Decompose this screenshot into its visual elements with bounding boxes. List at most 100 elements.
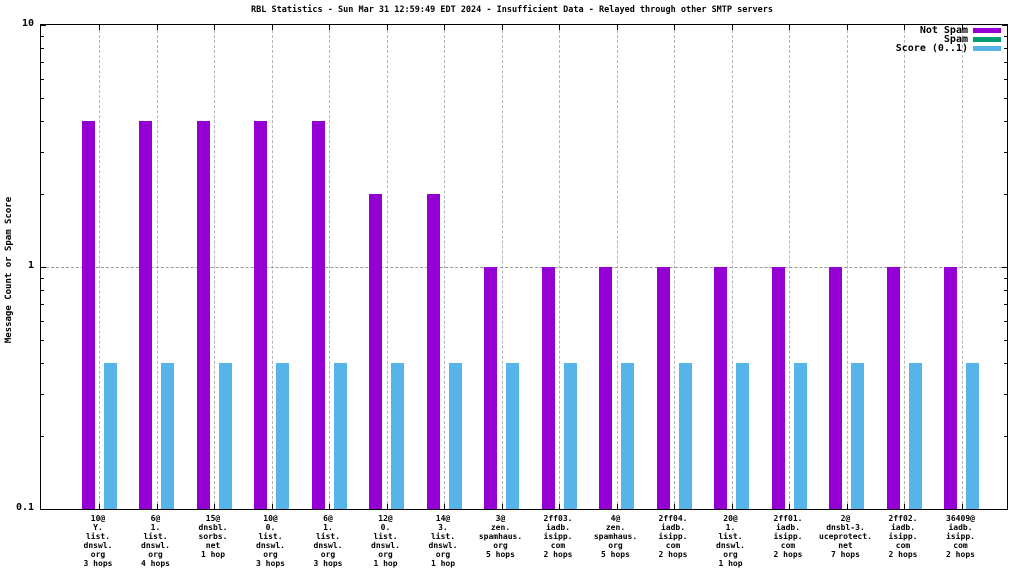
y-tick-minor xyxy=(1004,62,1007,64)
y-tick-major xyxy=(1002,267,1007,268)
x-axis-label: 14@ 3. list. dnswl. org 1 hop xyxy=(428,514,458,568)
x-tick-bottom xyxy=(99,504,100,509)
bar-score-0-1 xyxy=(333,363,347,509)
y-tick-minor xyxy=(1004,121,1007,123)
x-axis-label: 12@ 0. list. dnswl. org 1 hop xyxy=(371,514,400,568)
legend-item-spam: Spam xyxy=(896,34,1001,45)
bar-score-0-1 xyxy=(391,363,404,509)
legend-swatch-score xyxy=(973,46,1001,51)
y-tick-minor xyxy=(1004,36,1007,38)
x-axis-label: 3@ zen. spamhaus. org 5 hops xyxy=(478,514,523,559)
y-tick-major xyxy=(41,267,46,268)
y-tick-minor xyxy=(1004,393,1007,395)
y-tick-minor xyxy=(41,304,44,306)
x-tick-bottom xyxy=(789,504,790,509)
y-tick-minor xyxy=(1004,151,1007,153)
y-tick-major xyxy=(41,25,46,26)
bar-not-spam xyxy=(944,267,957,509)
x-axis-label: 2@ dnsbl-3. uceprotect. net 7 hops xyxy=(819,514,872,559)
bar-not-spam xyxy=(311,121,325,509)
x-tick-bottom xyxy=(329,504,330,509)
legend-swatch-not-spam xyxy=(973,28,1001,33)
y-tick-minor xyxy=(1004,304,1007,306)
bar-not-spam xyxy=(771,267,785,509)
legend-label-not-spam: Not Spam xyxy=(919,25,968,36)
x-tick-top xyxy=(501,25,503,30)
bar-score-0-1 xyxy=(736,363,749,509)
x-tick-bottom xyxy=(904,504,905,509)
x-tick-top xyxy=(329,25,330,30)
x-tick-top xyxy=(961,25,963,30)
x-tick-bottom xyxy=(961,504,963,509)
y-tick-label: 0.1 xyxy=(15,502,34,513)
x-tick-bottom xyxy=(731,504,733,509)
x-tick-top xyxy=(99,25,100,30)
y-tick-minor xyxy=(41,36,44,38)
plot-area xyxy=(40,24,1008,510)
x-tick-top xyxy=(214,25,215,30)
bar-score-0-1 xyxy=(218,363,232,509)
y-tick-minor xyxy=(41,290,44,292)
x-tick-bottom xyxy=(674,504,675,509)
legend-item-not-spam: Not Spam xyxy=(896,25,1001,36)
bar-score-0-1 xyxy=(103,363,117,509)
bar-score-0-1 xyxy=(621,363,634,509)
bar-not-spam xyxy=(369,194,382,509)
y-tick-label: 10 xyxy=(21,18,34,29)
x-axis-label: 15@ dnsbl. sorbs. net 1 hop xyxy=(198,514,228,559)
x-tick-top xyxy=(444,25,445,30)
y-tick-minor xyxy=(1004,339,1007,341)
bar-not-spam xyxy=(254,121,267,509)
bar-score-0-1 xyxy=(506,363,519,509)
y-tick-minor xyxy=(41,121,44,123)
y-tick-minor xyxy=(41,194,44,196)
bar-not-spam xyxy=(484,267,497,509)
bar-not-spam xyxy=(81,121,95,509)
bar-score-0-1 xyxy=(793,363,807,509)
legend-label-score: Score (0..1) xyxy=(895,43,968,54)
y-tick-minor xyxy=(41,62,44,64)
bar-not-spam xyxy=(541,267,555,509)
bar-score-0-1 xyxy=(276,363,289,509)
y-tick-minor xyxy=(41,393,44,395)
bar-score-0-1 xyxy=(966,363,979,509)
x-axis-label: 36409@ iadb. isipp. com 2 hops xyxy=(946,514,975,559)
y-tick-minor xyxy=(1004,97,1007,99)
bar-not-spam xyxy=(714,267,727,509)
x-tick-bottom xyxy=(156,504,158,509)
x-axis-label: 2ff01. iadb. isipp. com 2 hops xyxy=(773,514,803,559)
x-tick-top xyxy=(559,25,560,30)
y-tick-minor xyxy=(1004,278,1007,280)
y-tick-major xyxy=(41,509,46,510)
y-tick-minor xyxy=(41,97,44,99)
x-tick-bottom xyxy=(559,504,560,509)
bar-score-0-1 xyxy=(161,363,174,509)
bar-not-spam xyxy=(886,267,900,509)
chart-title: RBL Statistics - Sun Mar 31 12:59:49 EDT… xyxy=(251,5,773,15)
bar-score-0-1 xyxy=(563,363,577,509)
y-tick-minor xyxy=(41,436,44,438)
x-tick-bottom xyxy=(271,504,273,509)
y-tick-minor xyxy=(1004,48,1007,50)
x-tick-bottom xyxy=(386,504,388,509)
y-tick-minor xyxy=(41,339,44,341)
y-tick-minor xyxy=(41,363,44,365)
y-tick-minor xyxy=(41,320,44,322)
y-tick-minor xyxy=(1004,436,1007,438)
horizontal-gridline xyxy=(41,267,1007,268)
legend-swatch-spam xyxy=(973,37,1001,42)
bar-score-0-1 xyxy=(678,363,692,509)
bar-score-0-1 xyxy=(448,363,462,509)
x-tick-bottom xyxy=(846,504,848,509)
x-axis-label: 4@ zen. spamhaus. org 5 hops xyxy=(593,514,638,559)
x-axis-label: 6@ 1. list. dnswl. org 4 hops xyxy=(141,514,170,568)
x-tick-top xyxy=(846,25,848,30)
bar-score-0-1 xyxy=(851,363,864,509)
y-tick-minor xyxy=(41,278,44,280)
y-tick-major xyxy=(1002,25,1007,26)
x-tick-top xyxy=(156,25,158,30)
y-tick-minor xyxy=(1004,194,1007,196)
x-tick-top xyxy=(674,25,675,30)
x-axis-label: 6@ 1. list. dnswl. org 3 hops xyxy=(313,514,343,568)
